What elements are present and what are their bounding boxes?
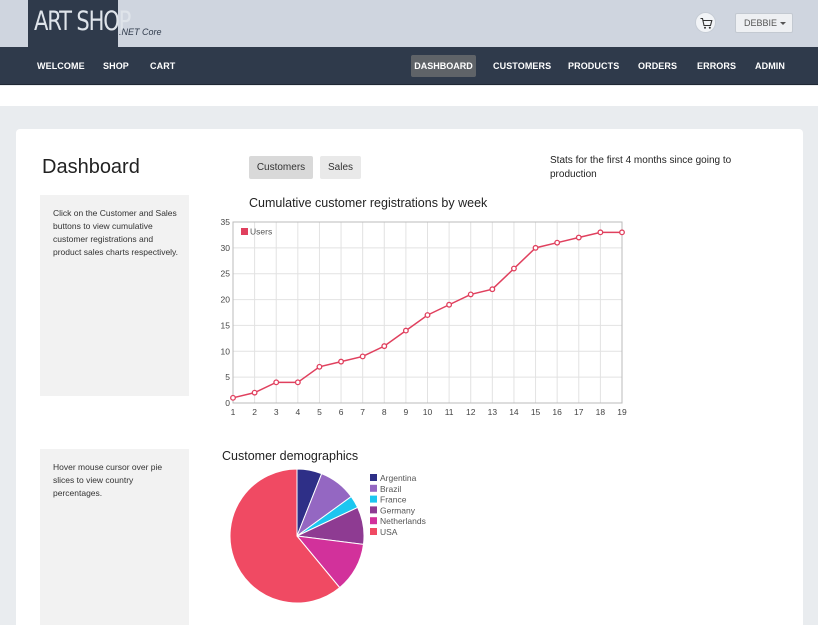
data-point[interactable] xyxy=(316,363,323,370)
nav-orders[interactable]: ORDERS xyxy=(638,61,678,71)
nav-products[interactable]: PRODUCTS xyxy=(568,61,620,71)
page-title: Dashboard xyxy=(42,156,140,178)
x-tick-label: 5 xyxy=(317,407,322,417)
data-point[interactable] xyxy=(273,379,280,386)
caret-down-icon xyxy=(780,22,786,25)
x-tick-label: 11 xyxy=(445,407,454,417)
tab-customers[interactable]: Customers xyxy=(249,156,313,179)
legend-swatch-germany xyxy=(370,506,377,514)
x-tick-label: 7 xyxy=(360,407,365,417)
legend-swatch-brazil xyxy=(370,484,377,492)
data-point[interactable] xyxy=(619,229,625,236)
x-tick-label: 19 xyxy=(617,407,627,417)
data-point[interactable] xyxy=(294,379,301,386)
legend-swatch-argentina xyxy=(370,474,377,481)
x-tick-label: 18 xyxy=(596,407,606,417)
legend-swatch-users xyxy=(241,228,248,235)
y-tick-label: 35 xyxy=(221,217,231,227)
pie-slice-usa[interactable] xyxy=(229,468,341,604)
x-tick-label: 3 xyxy=(274,407,279,417)
x-tick-label: 2 xyxy=(252,407,257,417)
data-point[interactable] xyxy=(251,389,258,396)
data-point[interactable] xyxy=(230,394,236,401)
data-point[interactable] xyxy=(489,286,496,293)
x-tick-label: 4 xyxy=(295,407,300,417)
legend-label-brazil: Brazil xyxy=(380,484,401,494)
line-chart-title: Cumulative customer registrations by wee… xyxy=(249,196,488,210)
y-tick-label: 5 xyxy=(225,372,230,382)
plot-frame xyxy=(232,221,623,404)
x-tick-label: 16 xyxy=(552,407,562,417)
logo-box[interactable] xyxy=(28,0,118,47)
tab-sales[interactable]: Sales xyxy=(320,156,361,179)
nav-admin[interactable]: ADMIN xyxy=(755,61,785,71)
logo-subtitle: .NET Core xyxy=(119,27,162,37)
data-point[interactable] xyxy=(510,265,517,272)
x-tick-label: 13 xyxy=(488,407,498,417)
y-tick-label: 20 xyxy=(221,295,231,305)
y-tick-label: 25 xyxy=(221,269,231,279)
x-tick-label: 10 xyxy=(423,407,433,417)
y-tick-label: 30 xyxy=(221,243,231,253)
pie-chart-info: Hover mouse cursor over pie slices to vi… xyxy=(40,449,189,625)
logo-text[interactable]: ART SHOP xyxy=(34,6,131,37)
nav-errors[interactable]: ERRORS xyxy=(697,61,737,71)
legend-swatch-france xyxy=(370,495,377,503)
x-tick-label: 14 xyxy=(509,407,519,417)
legend-label-netherlands: Netherlands xyxy=(380,516,426,526)
nav-cart[interactable]: CART xyxy=(150,61,176,71)
data-point[interactable] xyxy=(424,312,431,319)
x-tick-label: 6 xyxy=(339,407,344,417)
data-point[interactable] xyxy=(359,353,366,360)
user-name: DEBBIE xyxy=(744,18,778,28)
data-point[interactable] xyxy=(467,291,474,298)
y-tick-label: 0 xyxy=(225,398,230,408)
data-point[interactable] xyxy=(554,239,561,246)
legend-swatch-netherlands xyxy=(370,517,377,525)
nav-shop[interactable]: SHOP xyxy=(103,61,129,71)
y-tick-label: 15 xyxy=(221,320,231,330)
x-tick-label: 12 xyxy=(466,407,476,417)
data-point[interactable] xyxy=(446,301,453,308)
pie-chart[interactable]: ArgentinaBrazilFranceGermanyNetherlandsU… xyxy=(222,464,432,609)
x-tick-label: 9 xyxy=(404,407,409,417)
data-point[interactable] xyxy=(402,327,409,334)
data-point[interactable] xyxy=(381,343,388,350)
header-spacer xyxy=(0,86,818,106)
cart-icon xyxy=(700,17,713,29)
data-point[interactable] xyxy=(597,229,604,236)
line-chart-info-text: Click on the Customer and Sales buttons … xyxy=(53,208,179,257)
data-point[interactable] xyxy=(575,234,582,241)
nav-customers[interactable]: CUSTOMERS xyxy=(493,61,552,71)
data-point[interactable] xyxy=(532,244,539,251)
legend-label-france: France xyxy=(380,495,407,505)
legend-label-usa: USA xyxy=(380,527,398,537)
legend-label-argentina: Argentina xyxy=(380,473,417,483)
stats-description: Stats for the first 4 months since going… xyxy=(550,155,732,180)
x-tick-label: 1 xyxy=(231,407,236,417)
x-tick-label: 15 xyxy=(531,407,541,417)
legend-swatch-usa xyxy=(370,528,377,535)
nav-dashboard[interactable]: DASHBOARD xyxy=(411,55,476,77)
nav-welcome[interactable]: WELCOME xyxy=(37,61,85,71)
legend-label-users: Users xyxy=(250,227,272,237)
user-menu-button[interactable]: DEBBIE xyxy=(735,13,793,33)
pie-chart-info-text: Hover mouse cursor over pie slices to vi… xyxy=(53,462,163,498)
x-tick-label: 17 xyxy=(574,407,584,417)
y-tick-label: 10 xyxy=(221,346,231,356)
legend-label-germany: Germany xyxy=(380,505,416,515)
cart-button[interactable] xyxy=(695,12,716,33)
x-tick-label: 8 xyxy=(382,407,387,417)
data-point[interactable] xyxy=(338,358,345,365)
line-chart-info: Click on the Customer and Sales buttons … xyxy=(40,195,189,396)
main-navbar: WELCOME SHOP CART DASHBOARD CUSTOMERS PR… xyxy=(0,47,818,85)
pie-chart-title: Customer demographics xyxy=(222,449,359,463)
top-header xyxy=(0,0,818,47)
